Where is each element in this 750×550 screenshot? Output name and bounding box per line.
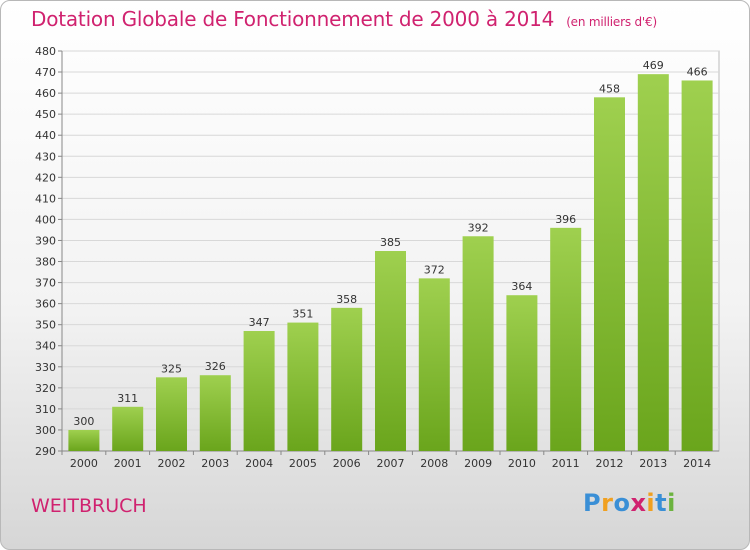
axes: 290 300 310 320 330 340 350 360 370 380 390 400 410 4… xyxy=(35,45,719,470)
bar-2005 xyxy=(287,322,319,451)
y-tick-label: 430 xyxy=(35,150,56,163)
logo-letter: r xyxy=(601,489,614,517)
bar-2013 xyxy=(637,74,669,451)
y-tick-label: 330 xyxy=(35,361,56,374)
y-tick-label: 340 xyxy=(35,340,56,353)
city-name: WEITBRUCH xyxy=(31,495,147,517)
y-tick-label: 350 xyxy=(35,319,56,332)
x-tick-label-2004: 2004 xyxy=(245,457,273,470)
logo-letter: i xyxy=(646,489,656,517)
bar-2002 xyxy=(156,377,187,451)
y-tick-label: 360 xyxy=(35,298,56,311)
y-tick-label: 390 xyxy=(35,234,56,247)
value-label-2012: 458 xyxy=(599,82,620,95)
y-tick-label: 450 xyxy=(35,108,56,121)
x-tick-label-2009: 2009 xyxy=(464,457,492,470)
value-label-2013: 469 xyxy=(643,59,664,72)
bar-2010 xyxy=(506,295,538,451)
x-tick-label-2011: 2011 xyxy=(552,457,580,470)
value-label-2003: 326 xyxy=(205,360,226,373)
logo-letter: i xyxy=(667,489,676,517)
y-tick-label: 420 xyxy=(35,171,56,184)
y-tick-label: 300 xyxy=(35,424,56,437)
x-tick-label-2005: 2005 xyxy=(289,457,317,470)
value-label-2005: 351 xyxy=(292,308,313,321)
bars xyxy=(68,74,713,451)
bar-2004 xyxy=(243,331,275,451)
x-tick-label-2012: 2012 xyxy=(596,457,624,470)
bar-2012 xyxy=(594,97,625,451)
y-tick-label: 470 xyxy=(35,66,56,79)
x-tick-label-2001: 2001 xyxy=(114,457,142,470)
value-label-2002: 325 xyxy=(161,362,182,375)
bar-2011 xyxy=(550,227,582,451)
y-tick-label: 480 xyxy=(35,45,56,58)
value-label-2011: 396 xyxy=(555,213,576,226)
y-tick-label: 410 xyxy=(35,192,56,205)
value-label-2001: 311 xyxy=(117,392,138,405)
value-label-2007: 385 xyxy=(380,236,401,249)
y-tick-label: 370 xyxy=(35,277,56,290)
y-tick-label: 320 xyxy=(35,382,56,395)
value-label-2006: 358 xyxy=(336,293,357,306)
logo-letter: t xyxy=(655,489,668,517)
value-labels: 300 311 325 326 347 351 358 385 372 392 364 396 458 4… xyxy=(73,59,707,428)
chart-title-text: Dotation Globale de Fonctionnement de 20… xyxy=(31,7,555,31)
bar-2007 xyxy=(375,251,406,451)
logo-letter: P xyxy=(583,489,602,517)
value-label-2004: 347 xyxy=(249,316,270,329)
value-label-2000: 300 xyxy=(73,415,94,428)
value-label-2008: 372 xyxy=(424,263,445,276)
y-tick-label: 440 xyxy=(35,129,56,142)
bar-2009 xyxy=(462,236,494,451)
logo-letter: o xyxy=(613,489,631,517)
y-tick-label: 310 xyxy=(35,403,56,416)
y-tick-label: 460 xyxy=(35,87,56,100)
bar-2006 xyxy=(331,307,363,451)
bar-2008 xyxy=(418,278,450,451)
x-tick-label-2010: 2010 xyxy=(508,457,536,470)
x-tick-label-2007: 2007 xyxy=(377,457,405,470)
y-tick-label: 290 xyxy=(35,445,56,458)
bar-2001 xyxy=(112,406,144,451)
chart-subtitle: (en milliers d'€) xyxy=(566,15,657,29)
proxiti-logo: Proxiti xyxy=(583,489,676,517)
bar-2003 xyxy=(199,375,231,451)
logo-letter: x xyxy=(630,489,647,517)
value-label-2014: 466 xyxy=(687,65,708,78)
chart-title: Dotation Globale de Fonctionnement de 20… xyxy=(31,7,657,31)
x-tick-label-2003: 2003 xyxy=(201,457,229,470)
x-tick-label-2000: 2000 xyxy=(70,457,98,470)
y-tick-label: 400 xyxy=(35,213,56,226)
value-label-2010: 364 xyxy=(511,280,532,293)
x-tick-label-2013: 2013 xyxy=(639,457,667,470)
x-tick-label-2006: 2006 xyxy=(333,457,361,470)
bar-2000 xyxy=(68,429,100,451)
x-tick-label-2008: 2008 xyxy=(420,457,448,470)
bar-2014 xyxy=(681,80,713,451)
x-tick-label-2014: 2014 xyxy=(683,457,711,470)
value-label-2009: 392 xyxy=(468,221,489,234)
x-tick-label-2002: 2002 xyxy=(158,457,186,470)
y-tick-label: 380 xyxy=(35,256,56,269)
